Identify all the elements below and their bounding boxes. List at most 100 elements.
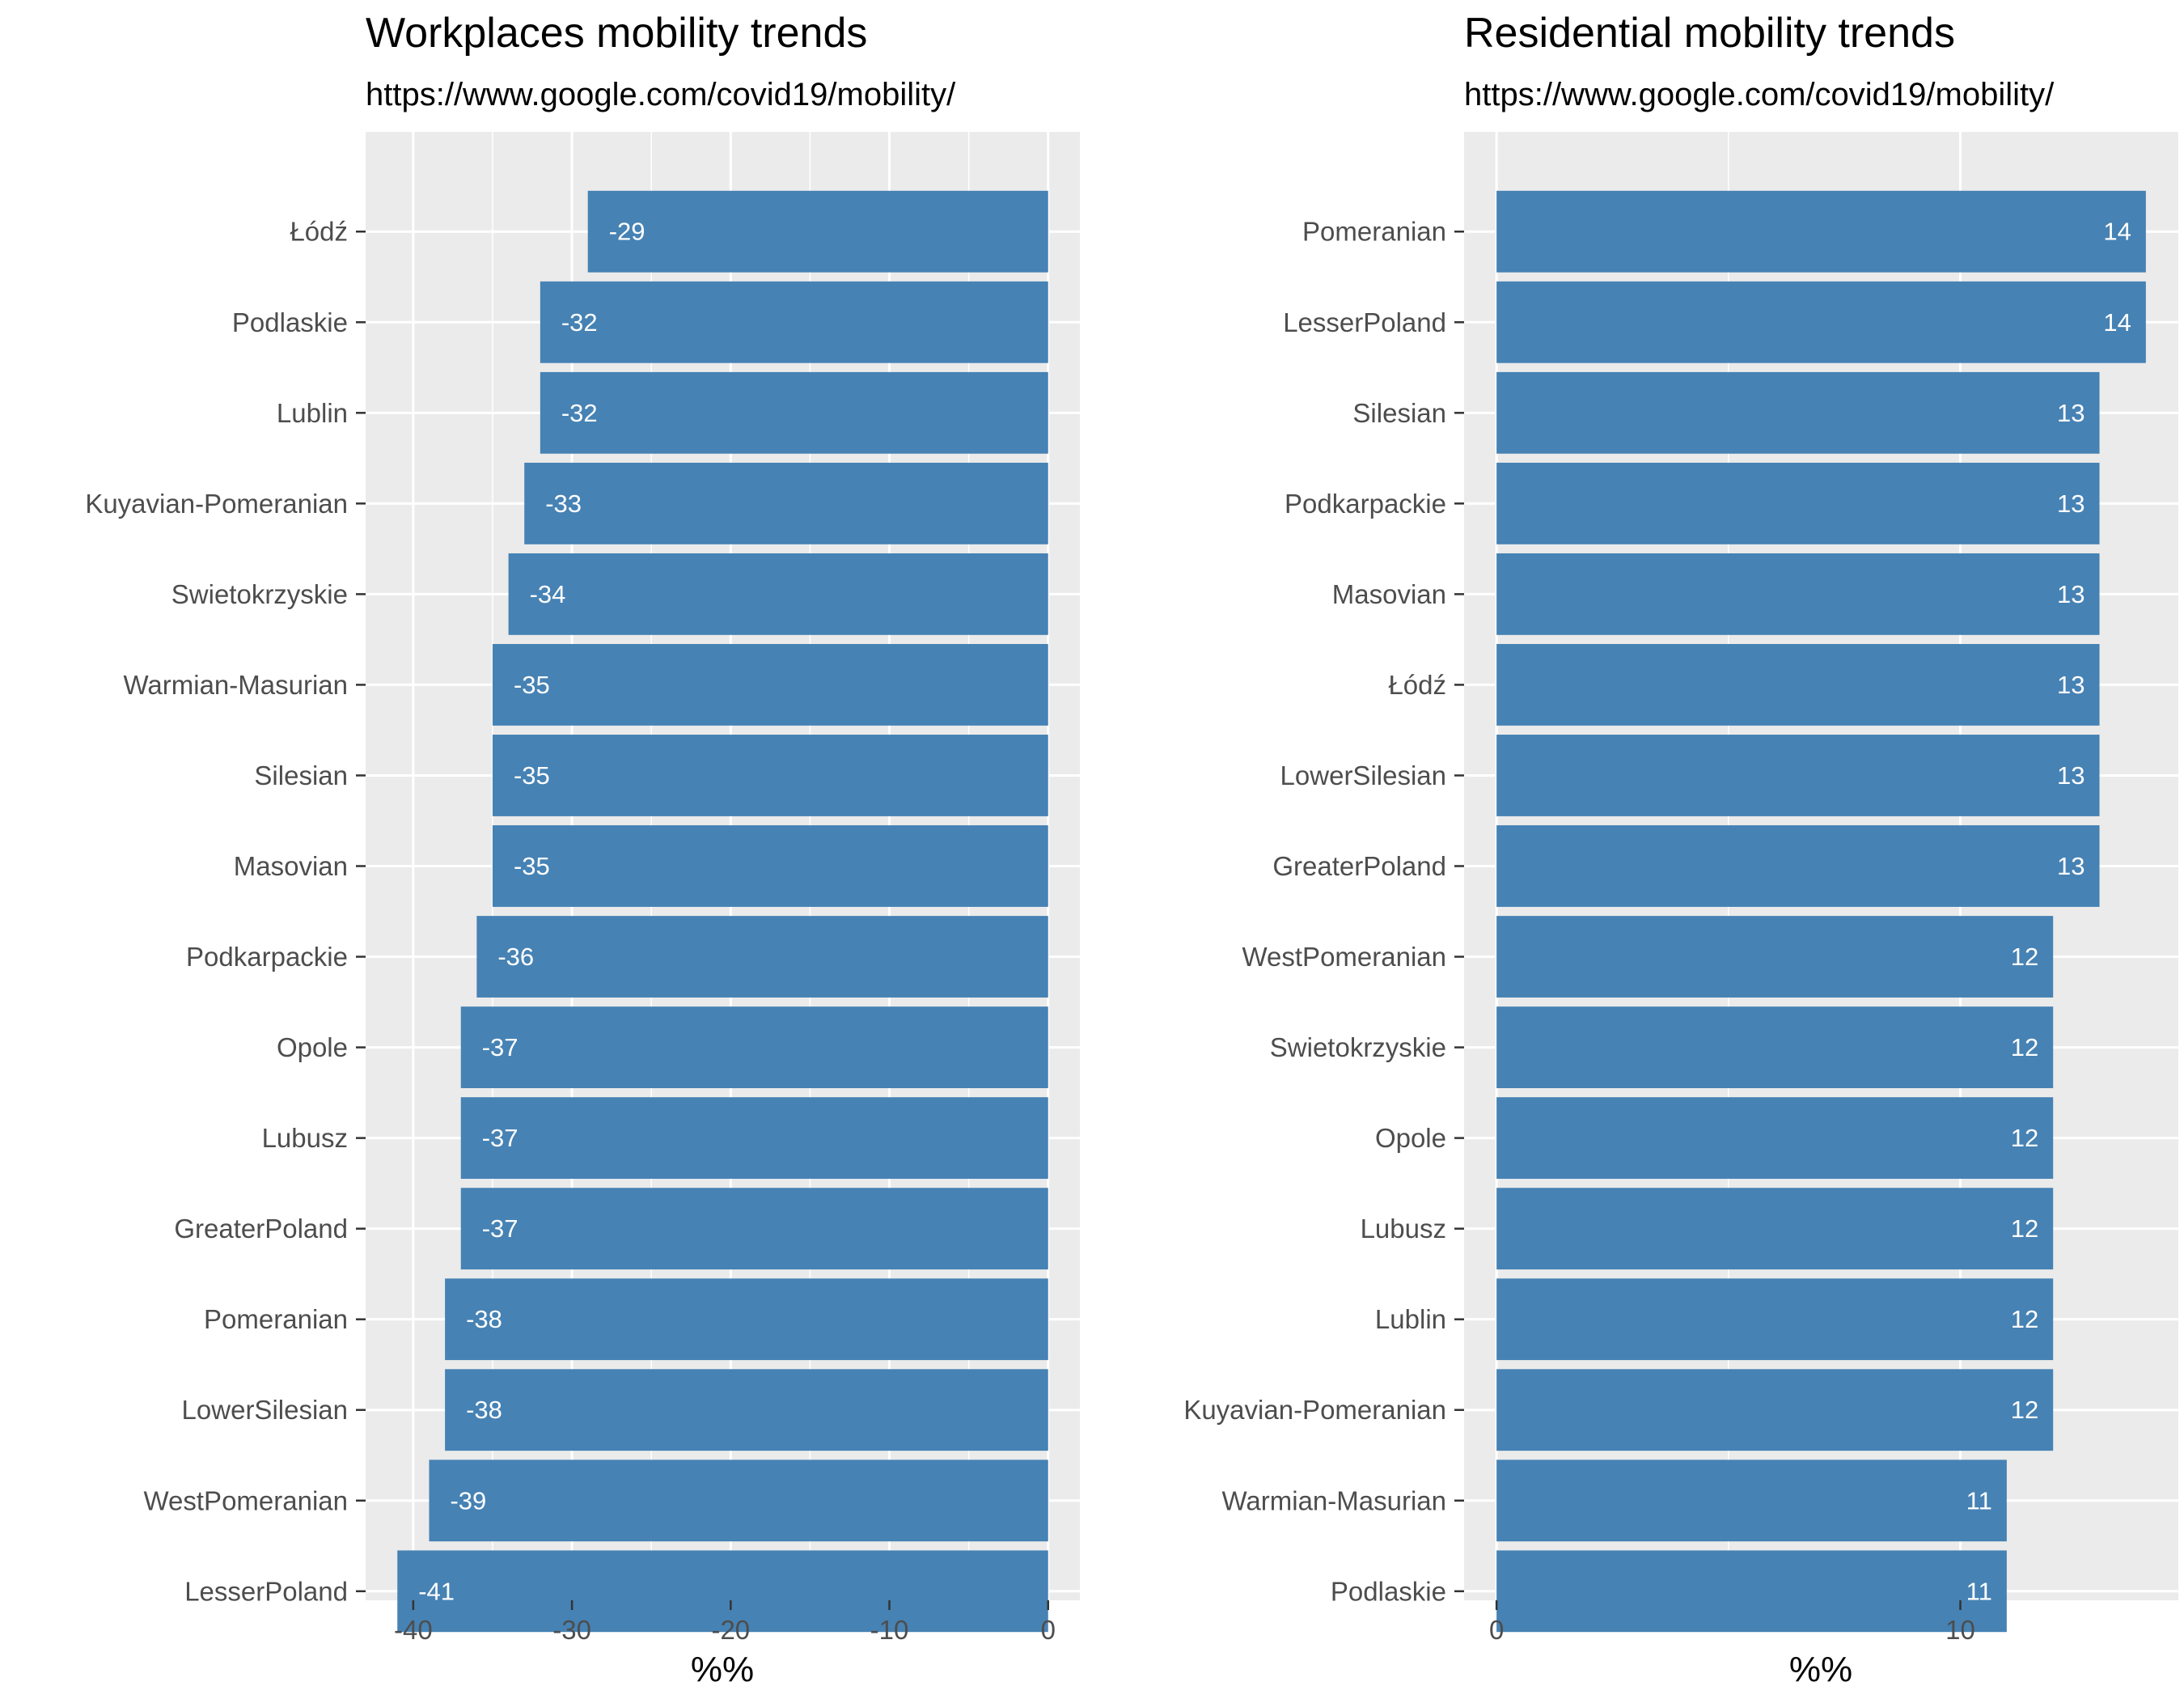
- bar: [1496, 1006, 2054, 1088]
- bar-value-label: -38: [466, 1396, 502, 1424]
- bar: [524, 462, 1048, 544]
- bar: [1496, 1278, 2054, 1361]
- workplaces-y-axis: Łódź Podlaskie Lublin Kuyavian-Pomeranian Sw…: [85, 217, 366, 1606]
- bar-value-label: -33: [545, 489, 582, 518]
- residential-bar-labels: 14 14 13 13 13 13 13 13 12 12 12 12 12 12 11 11: [1966, 218, 2131, 1606]
- workplaces-bar-labels: -29 -32 -32 -33 -34 -35 -35 -35 -36 -37 -37 -37 -38 -…: [418, 218, 645, 1606]
- y-tick-label: Kuyavian-Pomeranian: [85, 489, 348, 519]
- bar-value-label: -32: [561, 308, 598, 337]
- bar-value-label: -35: [514, 761, 550, 790]
- y-tick-label: Podlaskie: [1331, 1576, 1446, 1606]
- x-tick-label: -40: [394, 1615, 433, 1645]
- bar-value-label: 12: [2011, 1214, 2038, 1243]
- y-tick-label: Lubusz: [262, 1123, 348, 1153]
- bar-value-label: 13: [2057, 580, 2085, 608]
- x-tick-label: -10: [870, 1615, 909, 1645]
- bar: [492, 735, 1048, 816]
- x-tick-label: 0: [1489, 1615, 1504, 1645]
- y-tick-label: Masovian: [1332, 579, 1446, 609]
- residential-x-axis: 0 10: [1489, 1600, 1975, 1645]
- bar-value-label: 14: [2103, 218, 2131, 246]
- bar: [1496, 1188, 2054, 1270]
- y-tick-label: LowerSilesian: [182, 1395, 348, 1425]
- bar: [476, 916, 1048, 998]
- bar: [1496, 1097, 2054, 1180]
- y-tick-label: WestPomeranian: [143, 1485, 348, 1515]
- bar: [1496, 1369, 2054, 1451]
- residential-x-axis-title: %%: [1789, 1650, 1852, 1689]
- y-tick-label: LesserPoland: [184, 1576, 348, 1606]
- y-tick-label: Silesian: [1352, 398, 1446, 428]
- bar-value-label: -37: [482, 1214, 518, 1243]
- bar: [1496, 371, 2100, 454]
- y-tick-label: Silesian: [254, 761, 348, 790]
- bar: [540, 281, 1048, 363]
- y-tick-label: Opole: [277, 1032, 348, 1062]
- bar: [1496, 281, 2146, 363]
- bar-value-label: 11: [1966, 1577, 1992, 1605]
- bar: [1496, 1550, 2007, 1633]
- bar-value-label: -39: [450, 1486, 486, 1515]
- residential-subtitle: https://www.google.com/covid19/mobility/: [1464, 77, 2055, 112]
- bar-value-label: -35: [514, 671, 550, 699]
- y-tick-label: Podkarpackie: [1285, 489, 1446, 519]
- bar-value-label: 13: [2057, 399, 2085, 427]
- residential-bars: [1496, 190, 2146, 1633]
- bar: [540, 371, 1048, 454]
- bar: [460, 1097, 1048, 1180]
- bar-value-label: 12: [2011, 1124, 2038, 1152]
- y-tick-label: Łódź: [290, 217, 348, 247]
- bar-value-label: -41: [418, 1577, 455, 1605]
- workplaces-x-axis: -40 -30 -20 -10 0: [394, 1600, 1056, 1645]
- bar: [1496, 644, 2100, 726]
- y-tick-label: Swietokrzyskie: [171, 579, 348, 609]
- bar-value-label: -32: [561, 399, 598, 427]
- bar: [587, 190, 1048, 273]
- bar: [429, 1460, 1048, 1542]
- bar: [445, 1369, 1048, 1451]
- residential-y-axis: Pomeranian LesserPoland Silesian Podkarpack…: [1183, 217, 1464, 1606]
- y-tick-label: Warmian-Masurian: [123, 670, 348, 700]
- y-tick-label: LesserPoland: [1283, 307, 1446, 337]
- bar-value-label: -38: [466, 1305, 502, 1333]
- bar-value-label: -29: [609, 218, 645, 246]
- bar-value-label: 11: [1966, 1486, 1992, 1515]
- bar: [492, 825, 1048, 907]
- bar: [1496, 190, 2146, 273]
- y-tick-label: Podlaskie: [232, 307, 348, 337]
- bar: [1496, 553, 2100, 635]
- bar-value-label: 12: [2011, 1033, 2038, 1061]
- bar-value-label: -35: [514, 852, 550, 880]
- workplaces-bars: [397, 190, 1048, 1633]
- y-tick-label: Łódź: [1388, 670, 1446, 700]
- workplaces-subtitle: https://www.google.com/covid19/mobility/: [366, 77, 956, 112]
- y-tick-label: WestPomeranian: [1242, 942, 1446, 972]
- x-tick-label: -20: [711, 1615, 750, 1645]
- y-tick-label: Opole: [1375, 1123, 1446, 1153]
- y-tick-label: Warmian-Masurian: [1221, 1485, 1446, 1515]
- y-tick-label: Lubusz: [1361, 1214, 1446, 1244]
- bar-value-label: 13: [2057, 671, 2085, 699]
- bar-value-label: 14: [2103, 308, 2131, 337]
- bar: [492, 644, 1048, 726]
- bar-value-label: 13: [2057, 489, 2085, 518]
- bar: [1496, 462, 2100, 544]
- bar-value-label: 12: [2011, 943, 2038, 971]
- bar-value-label: 13: [2057, 852, 2085, 880]
- x-tick-label: 0: [1041, 1615, 1056, 1645]
- bar-value-label: -37: [482, 1124, 518, 1152]
- y-tick-label: Kuyavian-Pomeranian: [1183, 1395, 1446, 1425]
- y-tick-label: Lublin: [277, 398, 348, 428]
- y-tick-label: LowerSilesian: [1280, 761, 1446, 790]
- y-tick-label: Pomeranian: [1302, 217, 1446, 247]
- bar-value-label: -36: [497, 943, 534, 971]
- bar: [460, 1006, 1048, 1088]
- bar-value-label: 12: [2011, 1396, 2038, 1424]
- y-tick-label: Podkarpackie: [186, 942, 348, 972]
- residential-title: Residential mobility trends: [1464, 10, 1955, 57]
- workplaces-panel: Workplaces mobility trends https://www.g…: [85, 10, 1080, 1689]
- residential-panel: Residential mobility trends https://www.…: [1183, 10, 2178, 1689]
- y-tick-label: Pomeranian: [204, 1304, 348, 1334]
- bar-value-label: -34: [530, 580, 566, 608]
